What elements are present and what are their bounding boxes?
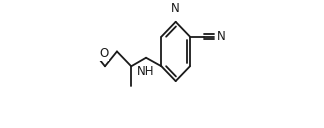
Text: O: O [99,47,109,60]
Text: NH: NH [137,65,155,78]
Text: N: N [216,30,225,43]
Text: N: N [171,2,180,15]
